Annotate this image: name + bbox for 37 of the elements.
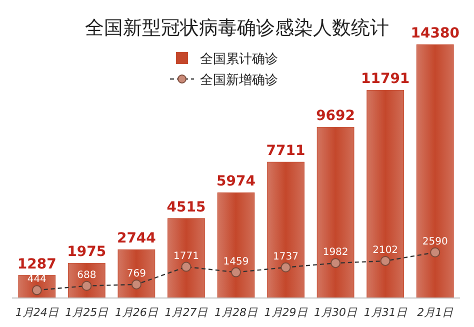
- data-label: 2590: [422, 236, 448, 248]
- legend-label: 全国累计确诊: [200, 52, 278, 67]
- bar: [267, 162, 304, 298]
- legend-label: 全国新增确诊: [200, 73, 278, 88]
- data-label: 9692: [316, 108, 356, 124]
- bar: [217, 192, 255, 298]
- data-label: 444: [27, 274, 46, 286]
- x-tick-label: 1月31日: [364, 306, 408, 319]
- bar: [118, 249, 156, 298]
- bar: [416, 44, 454, 298]
- data-label: 1982: [322, 247, 348, 258]
- data-label: 2744: [116, 230, 156, 247]
- data-label: 1287: [17, 256, 56, 272]
- chart-title: 全国新型冠状病毒确诊感染人数统计: [85, 17, 389, 39]
- data-label: 7711: [266, 143, 306, 160]
- data-label: 1975: [67, 244, 106, 260]
- data-label: 1771: [173, 250, 199, 262]
- x-tick-label: 2月1日: [417, 306, 454, 319]
- x-tick-label: 1月29日: [264, 306, 308, 319]
- data-label: 4515: [166, 199, 206, 216]
- x-tick-label: 1月27日: [164, 306, 209, 319]
- data-label: 1459: [223, 256, 249, 268]
- data-label: 769: [126, 268, 146, 280]
- x-tick-label: 1月26日: [114, 306, 159, 319]
- x-tick-label: 1月28日: [214, 306, 258, 319]
- data-label: 14380: [410, 26, 460, 42]
- data-label: 2102: [372, 244, 398, 256]
- data-label: 1737: [273, 251, 299, 262]
- x-tick-label: 1月24日: [15, 306, 60, 319]
- data-label: 688: [77, 270, 96, 281]
- data-label: 11791: [360, 71, 410, 88]
- x-tick-label: 1月30日: [314, 306, 358, 319]
- bar: [316, 126, 354, 298]
- bar: [366, 90, 404, 298]
- x-tick-label: 1月25日: [65, 306, 110, 319]
- data-label: 5974: [216, 174, 256, 190]
- bar: [168, 218, 205, 298]
